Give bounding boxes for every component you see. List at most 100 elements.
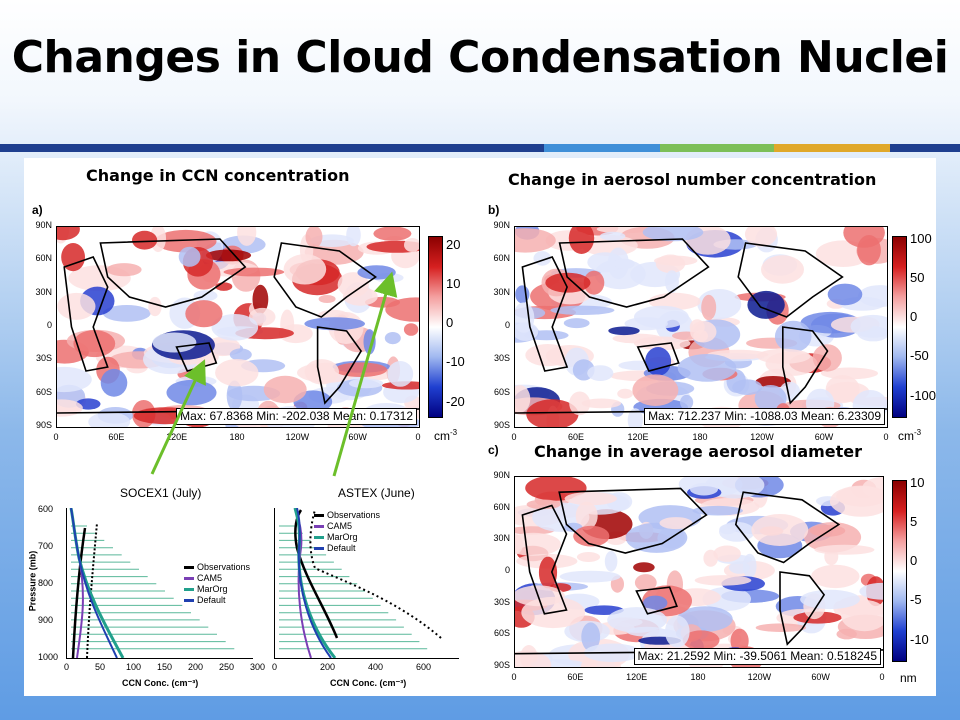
profile-tick-label: 300 [250,662,266,672]
field-blob [677,354,737,382]
field-blob [237,227,257,246]
lon-tick-label: 60E [108,432,125,442]
legend-swatch [314,547,324,550]
lon-tick-label: 120E [626,672,648,682]
lat-tick-label: 60N [35,253,52,264]
field-blob [384,332,401,345]
accent-segment [0,144,544,152]
field-blob [732,379,763,395]
coastline [521,504,568,615]
lat-tick-label: 0 [46,320,52,330]
lat-tick-label: 30N [493,533,510,544]
field-blob [215,359,259,387]
field-blob [373,227,412,241]
field-blob [627,408,643,427]
field-blob [100,368,128,397]
field-blob [634,574,657,592]
profile-left-axis [66,507,253,659]
field-blob [617,388,633,399]
colorbar-tick-label: 0 [446,315,454,331]
legend-entry: CAM5 [314,521,380,532]
lon-tick-label: 120W [750,432,774,442]
field-blob [559,570,621,583]
lon-tick-label: 60W [811,672,830,682]
profile-right-axis [274,507,459,659]
profile-left-plot [69,507,235,659]
coastline [558,487,708,554]
field-blob [755,623,807,632]
field-blob [229,348,252,361]
unit-c: nm [900,671,917,685]
field-blob [305,227,323,248]
legend-label: CAM5 [327,521,353,531]
profile-left-obs [71,527,87,659]
lon-tick-label: 0 [53,432,59,442]
field-blob [821,367,878,380]
stats-b: Max: 712.237 Min: -1088.03 Mean: 6.23309 [644,408,885,425]
legend-label: CAM5 [197,573,223,583]
coastline [558,238,710,308]
colorbar-tick-label: -50 [910,348,929,364]
lat-tick-label: 60S [493,386,510,397]
field-blob [154,229,217,253]
heading-a: Change in CCN concentration [86,166,350,185]
field-blob [564,492,617,506]
colorbar-a [428,236,443,418]
field-blob [185,300,223,328]
field-blob [583,270,605,295]
profile-left-legend: Observations CAM5 MarOrg Default [184,562,250,606]
legend-swatch [314,514,324,517]
accent-segment [890,144,960,152]
field-blob [633,562,655,573]
field-blob [774,320,812,353]
arrows [150,271,398,477]
accent-segment [544,144,660,152]
field-blob [625,522,688,553]
lat-tick-label: 90S [493,420,510,430]
field-blob [599,231,626,241]
field-blob [843,227,885,248]
field-blob [581,622,601,652]
profile-tick-label: 700 [38,541,54,551]
letter-a: a) [32,203,43,217]
field-blob [694,575,752,586]
colorbar-tick-label: 50 [910,270,925,286]
legend-label: Observations [197,562,251,572]
field-blob [690,482,718,496]
lon-tick-label: 0 [883,432,889,442]
field-blob [659,517,693,530]
field-blob [729,561,750,574]
lat-tick-label: 30S [493,596,510,607]
colorbar-tick-label: 10 [910,475,925,490]
field-blob [645,347,672,376]
map-b: Max: 712.237 Min: -1088.03 Mean: 6.23309 [514,226,888,428]
lon-tick-label: 0 [415,432,421,442]
field-blob [680,394,694,410]
colorbar-c [892,480,907,662]
field-blob [223,267,285,277]
legend-entry: Observations [314,510,380,521]
lon-tick-label: 180 [692,432,708,442]
field-blob [703,549,718,567]
legend-swatch [184,599,194,602]
profile-left-cam5 [70,507,84,659]
field-blob [263,375,307,404]
field-blob [106,263,142,277]
field-blob [304,359,339,385]
lat-tick-label: 60S [35,386,52,397]
profile-left-obs-dotted [86,522,98,659]
field-blob [827,283,863,306]
profile-tick-label: 900 [38,615,54,625]
profile-right-legend: Observations CAM5 MarOrg Default [314,510,380,554]
unit-a-text: cm [434,429,450,443]
field-blob [755,376,791,388]
coastline [636,342,680,372]
field-blob [655,254,686,274]
lon-tick-label: 0 [879,672,885,682]
field-blob [604,550,618,572]
profile-tick-label: 800 [38,578,54,588]
field-blob [278,324,313,344]
lat-tick-label: 30S [35,353,52,364]
lon-tick-label: 180 [229,432,245,442]
lat-tick-label: 90S [493,660,510,670]
